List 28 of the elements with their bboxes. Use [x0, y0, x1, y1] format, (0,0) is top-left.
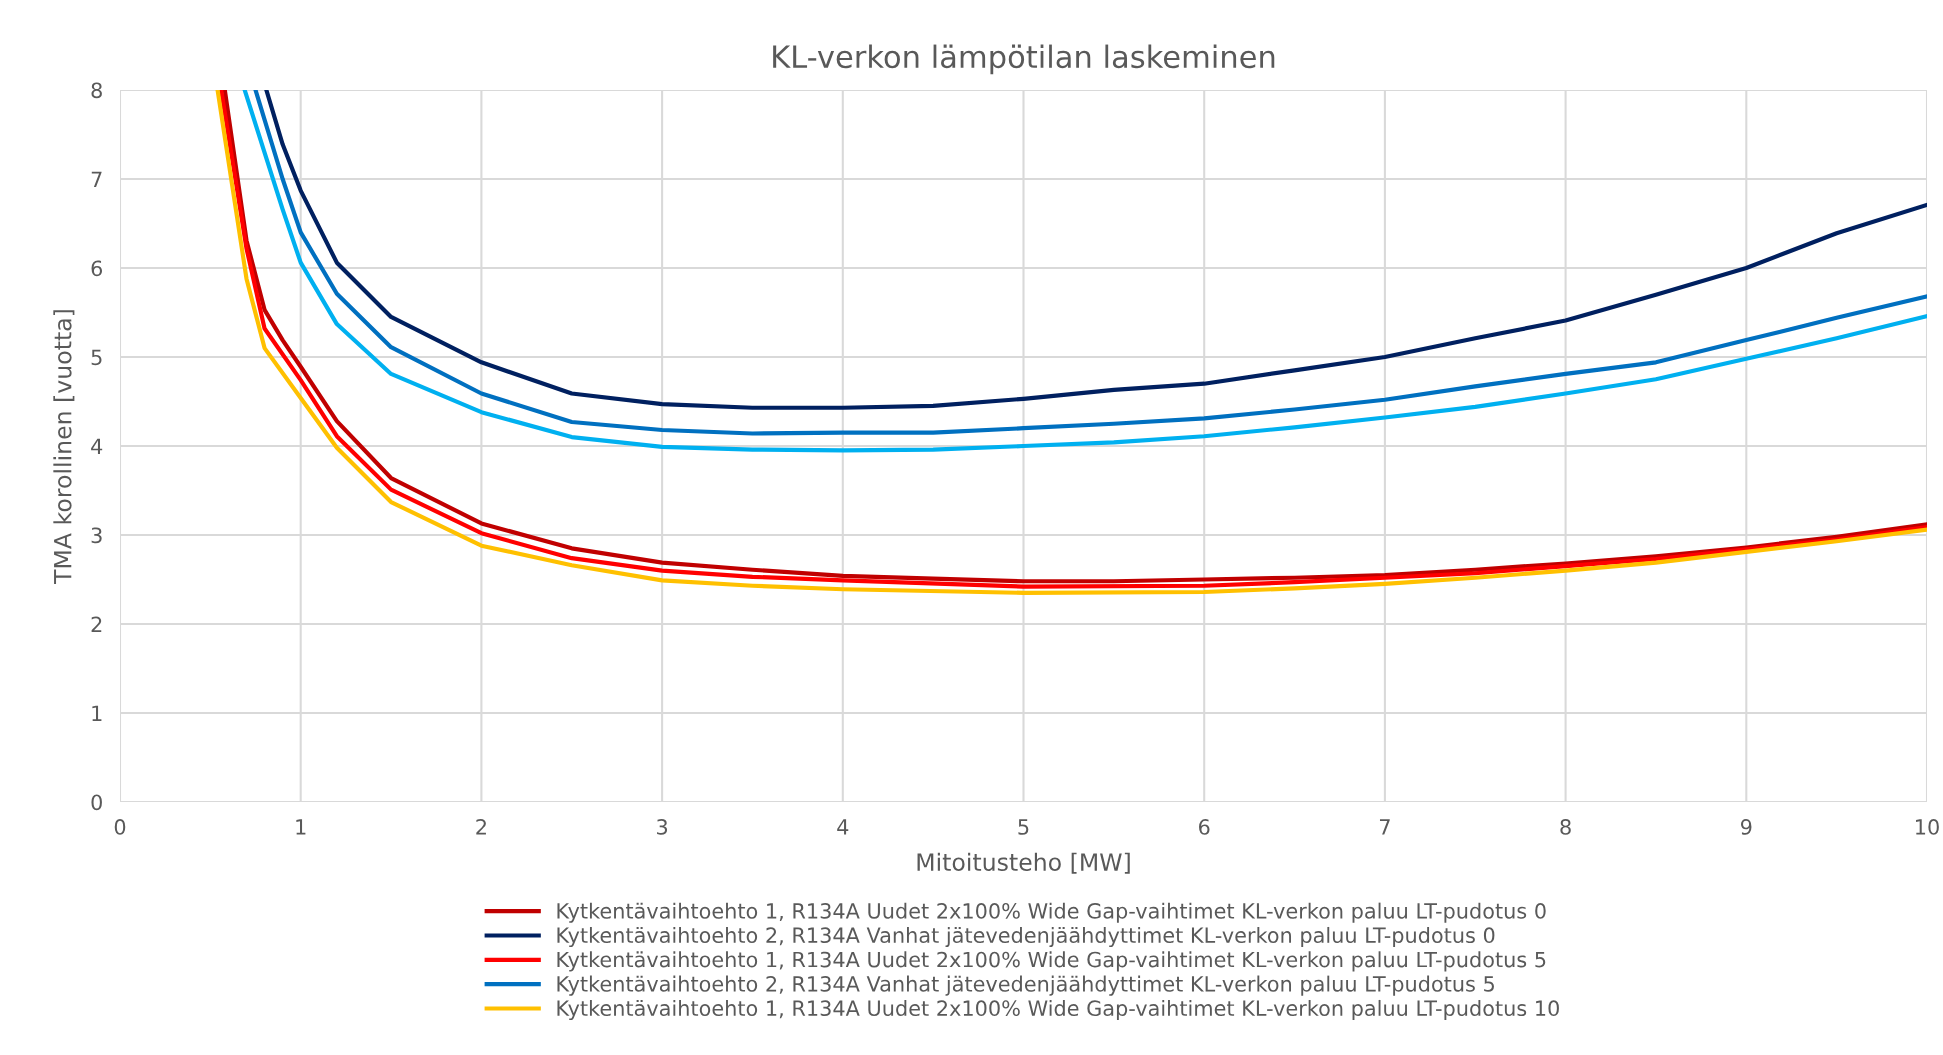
x-tick-label: 9: [1740, 819, 1752, 835]
x-tick-label: 0: [114, 819, 126, 835]
y-tick-label: 2: [91, 616, 102, 632]
x-tick-label: 2: [476, 819, 486, 835]
x-tick-label: 8: [1560, 819, 1571, 835]
legend-label: Kytkentävaihtoehto 1, R134A Uudet 2x100% Wide Gap-vaihtimet KL-verkon paluu LT-pudotus 10: [557, 999, 1559, 1021]
legend-label: Kytkentävaihtoehto 2, R134A Vanhat jätevedenjäähdyttimet KL-verkon paluu LT-pudotus 0: [557, 926, 1495, 948]
x-axis-title: Mitoitusteho [MW]: [917, 852, 1130, 874]
y-tick-label: 8: [91, 82, 102, 99]
y-tick-label: 7: [91, 171, 102, 187]
y-tick-label: 5: [91, 349, 102, 366]
y-tick-label: 6: [91, 260, 103, 277]
x-tick-label: 5: [1018, 819, 1029, 835]
x-tick-label: 7: [1379, 819, 1390, 835]
legend-label: Kytkentävaihtoehto 1, R134A Uudet 2x100% Wide Gap-vaihtimet KL-verkon paluu LT-pudotus 5: [557, 951, 1546, 972]
y-tick-label: 3: [91, 527, 102, 544]
x-tick-label: 3: [657, 819, 668, 835]
legend-label: Kytkentävaihtoehto 1, R134A Uudet 2x100% Wide Gap-vaihtimet KL-verkon paluu LT-pudotus 0: [557, 902, 1546, 923]
legend-label: Kytkentävaihtoehto 2, R134A Vanhat jätevedenjäähdyttimet KL-verkon paluu LT-pudotus 5: [557, 975, 1494, 996]
x-tick-label: 6: [1199, 819, 1210, 835]
y-axis-title: TMA korollinen [vuotta]: [53, 310, 75, 584]
chart-title: KL-verkon lämpötilan laskeminen: [773, 44, 1275, 75]
y-tick-label: 0: [91, 794, 102, 811]
y-tick-label: 1: [92, 705, 102, 721]
x-tick-label: 10: [1916, 819, 1939, 835]
x-tick-label: 4: [837, 819, 849, 835]
y-tick-label: 4: [91, 438, 103, 454]
x-tick-label: 1: [296, 819, 306, 835]
